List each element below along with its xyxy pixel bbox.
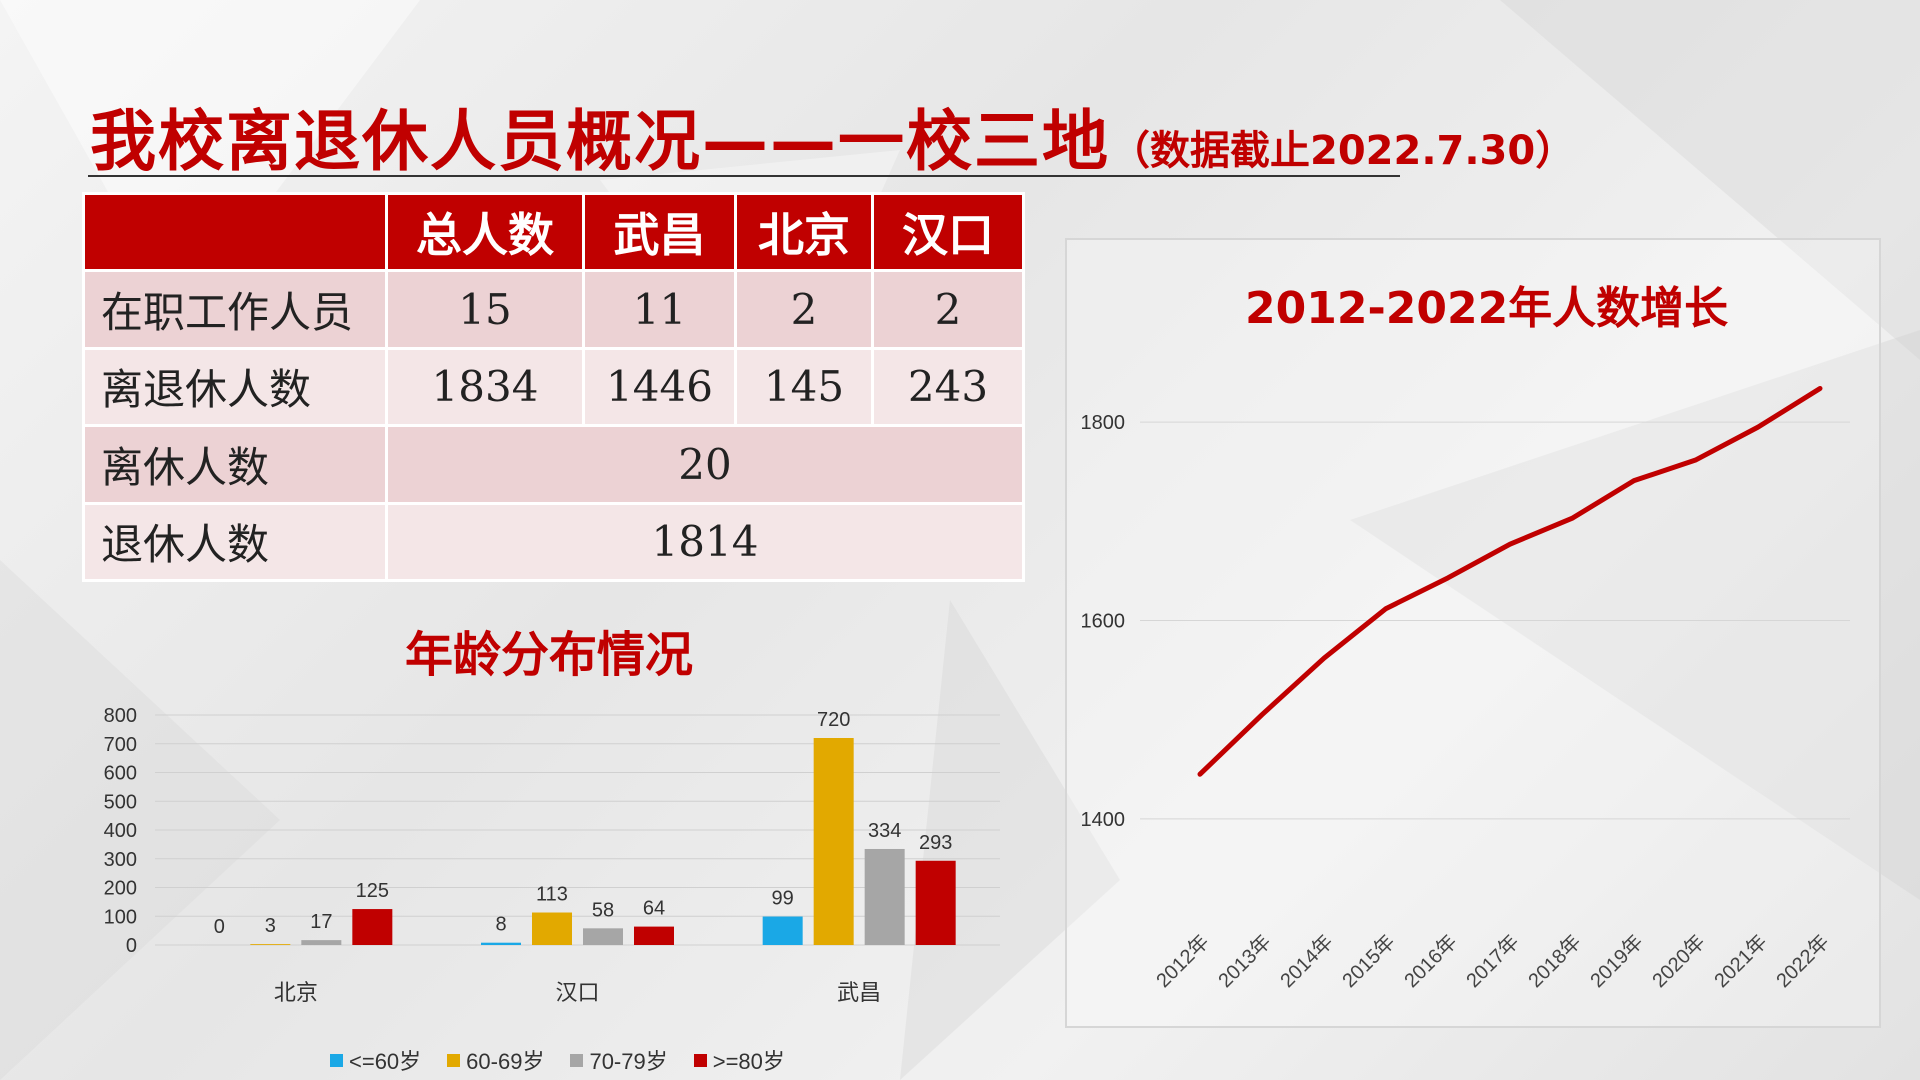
legend-label: >=80岁: [712, 1049, 785, 1074]
title-sub: （数据截止2022.7.30）: [1110, 128, 1576, 174]
data-label: 58: [592, 899, 614, 921]
y-tick-label: 1800: [1081, 412, 1126, 434]
table-row: 在职工作人员 15 11 2 2: [82, 269, 1025, 350]
title-underline: [88, 175, 1400, 177]
row-label: 离退休人数: [82, 346, 388, 427]
x-tick-label: 2015年: [1338, 930, 1400, 992]
table-row: 离退休人数 1834 1446 145 243: [82, 346, 1025, 427]
data-label: 720: [817, 709, 850, 731]
x-category-label: 武昌: [837, 980, 881, 1005]
y-tick-label: 800: [104, 705, 137, 727]
table-cell: 243: [871, 346, 1025, 427]
x-category-label: 北京: [274, 980, 318, 1005]
age-distribution-chart: 0 100 200 300 400 500 600 700 800 0 3 17 125 北京 8 113 58…: [104, 705, 1000, 1005]
x-tick-label: 2013年: [1214, 930, 1276, 992]
data-label: 8: [495, 914, 506, 936]
bar: [762, 916, 803, 945]
growth-chart-panel: [1065, 238, 1881, 1028]
legend-label: <=60岁: [349, 1049, 422, 1074]
y-tick-label: 0: [126, 935, 137, 957]
age-chart-legend: <=60岁 60-69岁 70-79岁 >=80岁: [330, 1044, 785, 1076]
y-tick-label: 600: [104, 763, 137, 785]
table-cell: 2: [871, 269, 1025, 350]
y-tick-label: 100: [104, 906, 137, 928]
bar: [481, 942, 521, 945]
bar: [583, 928, 623, 945]
header-cell: 北京: [734, 192, 874, 272]
row-label: 在职工作人员: [82, 269, 388, 350]
staff-stats-table: 总人数 武昌 北京 汉口 在职工作人员 15 11 2 2 离退休人数 1834…: [82, 192, 1025, 582]
age-chart-title: 年龄分布情况: [405, 627, 694, 683]
bar: [301, 940, 342, 945]
data-label: 17: [310, 911, 332, 933]
bar: [352, 909, 393, 945]
data-label: 64: [643, 898, 665, 920]
header-cell: 汉口: [871, 192, 1025, 272]
x-tick-label: 2012年: [1152, 930, 1214, 992]
y-tick-label: 500: [104, 791, 137, 813]
slide-title: 我校离退休人员概况——一校三地（数据截止2022.7.30）: [90, 88, 1575, 184]
legend-swatch: [447, 1053, 461, 1067]
legend-swatch: [570, 1053, 584, 1067]
table-cell: 145: [734, 346, 874, 427]
x-tick-label: 2019年: [1586, 930, 1648, 992]
header-cell: 总人数: [385, 192, 585, 272]
table-row: 离休人数 20: [82, 424, 1025, 505]
y-tick-label: 700: [104, 734, 137, 756]
data-label: 125: [356, 880, 389, 902]
growth-chart-title: 2012-2022年人数增长: [1245, 283, 1729, 334]
data-label: 0: [214, 916, 225, 938]
bar: [864, 848, 905, 945]
y-tick-label: 400: [104, 820, 137, 842]
legend-swatch: [330, 1053, 343, 1067]
legend-item: <=60岁: [330, 1044, 421, 1076]
table-cell: 1834: [385, 346, 585, 427]
data-label: 334: [868, 820, 901, 842]
header-cell: 武昌: [582, 192, 737, 272]
y-tick-label: 300: [104, 849, 137, 871]
bar: [915, 860, 956, 945]
bar: [532, 912, 572, 945]
legend-swatch: [693, 1053, 707, 1067]
legend-item: 60-69岁: [447, 1044, 544, 1076]
title-main: 我校离退休人员概况——一校三地: [90, 103, 1110, 180]
x-tick-label: 2016年: [1400, 930, 1462, 992]
x-tick-label: 2020年: [1648, 930, 1710, 992]
table-row: 退休人数 1814: [82, 501, 1025, 582]
table-header-row: 总人数 武昌 北京 汉口: [82, 192, 1025, 272]
data-label: 3: [265, 915, 276, 937]
data-label: 113: [536, 884, 568, 906]
series-line: [1197, 385, 1823, 777]
bar: [250, 944, 291, 945]
row-label: 离休人数: [82, 424, 388, 505]
x-tick-label: 2022年: [1772, 930, 1834, 992]
row-label: 退休人数: [82, 501, 388, 582]
table-cell: 1446: [582, 346, 737, 427]
bar: [813, 738, 854, 945]
table-cell-merged: 20: [385, 424, 1025, 505]
header-cell: [82, 192, 388, 272]
legend-item: 70-79岁: [570, 1044, 668, 1076]
y-tick-label: 1600: [1081, 611, 1126, 633]
legend-label: 70-79岁: [589, 1049, 668, 1074]
x-tick-label: 2014年: [1276, 930, 1338, 992]
data-label: 99: [772, 888, 794, 910]
table-cell: 2: [734, 269, 874, 350]
bar: [634, 926, 674, 945]
x-tick-label: 2021年: [1710, 930, 1772, 992]
data-label: 293: [919, 832, 952, 854]
legend-item: >=80岁: [693, 1044, 785, 1076]
x-tick-label: 2017年: [1462, 930, 1524, 992]
table-cell: 15: [385, 269, 585, 350]
y-tick-label: 200: [104, 878, 137, 900]
x-category-label: 汉口: [555, 980, 599, 1005]
x-tick-label: 2018年: [1524, 930, 1586, 992]
table-cell-merged: 1814: [385, 501, 1025, 582]
table-cell: 11: [582, 269, 737, 350]
legend-label: 60-69岁: [466, 1049, 545, 1074]
y-tick-label: 1400: [1081, 809, 1126, 831]
